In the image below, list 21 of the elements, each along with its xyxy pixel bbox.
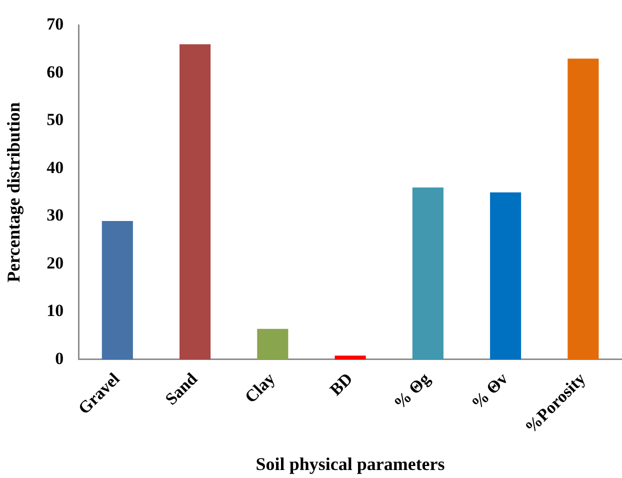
y-tick-label: 70 [46, 14, 64, 34]
y-tick-label: 40 [46, 158, 64, 177]
y-tick-label: 10 [46, 301, 64, 320]
y-tick-label: 60 [46, 62, 64, 82]
bar [568, 58, 599, 360]
x-axis-title: Soil physical parameters [256, 454, 445, 474]
bar [257, 328, 288, 360]
bar [180, 44, 211, 360]
y-axis-title: Percentage distribution [3, 102, 24, 282]
x-tick-label: % Θv [468, 368, 512, 413]
bar [102, 220, 133, 360]
bar [334, 356, 366, 360]
bar [412, 188, 444, 360]
y-tick-label: 0 [55, 348, 64, 368]
y-tick-label: 30 [46, 206, 64, 225]
x-tick-label: BD [326, 369, 356, 400]
x-tick-label: Clay [241, 368, 279, 407]
y-tick-label: 20 [46, 253, 64, 272]
y-tick-label: 50 [46, 110, 64, 130]
x-tick-label: % Θg [390, 368, 434, 413]
bar [490, 192, 522, 360]
